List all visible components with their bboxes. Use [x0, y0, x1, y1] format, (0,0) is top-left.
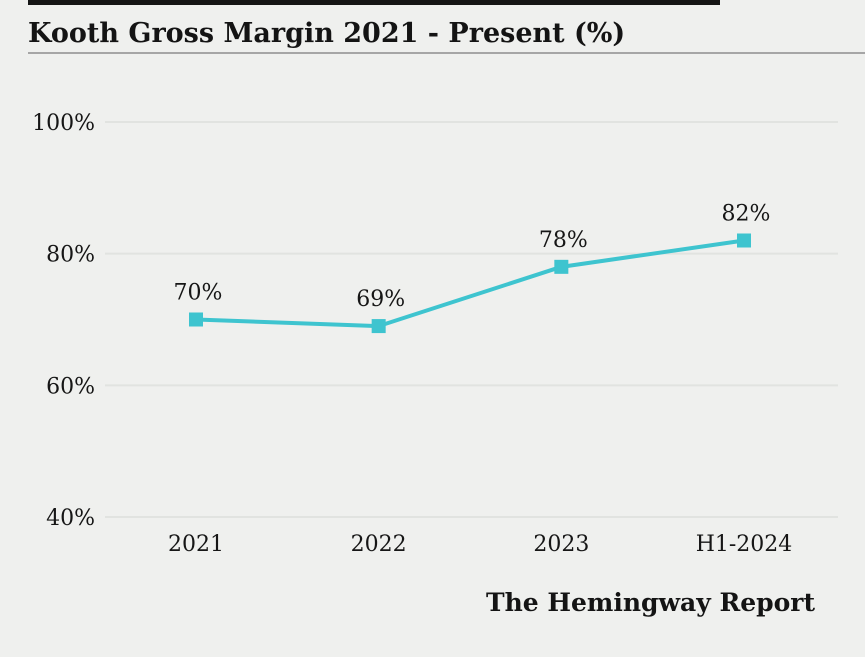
- attribution-text: The Hemingway Report: [485, 588, 815, 617]
- data-point-label: 78%: [539, 228, 588, 253]
- y-tick-label: 60%: [46, 374, 95, 399]
- x-tick-label: H1-2024: [696, 532, 793, 557]
- data-point-label: 69%: [356, 287, 405, 312]
- data-point-marker: [554, 259, 569, 274]
- title-divider: [28, 52, 865, 54]
- top-rule: [28, 0, 720, 5]
- data-point-label: 82%: [722, 202, 771, 227]
- y-tick-label: 40%: [46, 506, 95, 531]
- data-point-marker: [189, 312, 203, 327]
- data-point-label: 70%: [174, 281, 223, 306]
- data-point-marker: [737, 233, 751, 248]
- x-tick-label: 2021: [168, 532, 224, 557]
- data-point-marker: [371, 319, 386, 334]
- series-line: [194, 238, 746, 329]
- y-tick-label: 80%: [46, 243, 95, 268]
- x-tick-label: 2022: [351, 532, 407, 557]
- y-tick-label: 100%: [32, 111, 95, 136]
- x-tick-label: 2023: [533, 532, 589, 557]
- chart-title: Kooth Gross Margin 2021 - Present (%): [28, 18, 626, 49]
